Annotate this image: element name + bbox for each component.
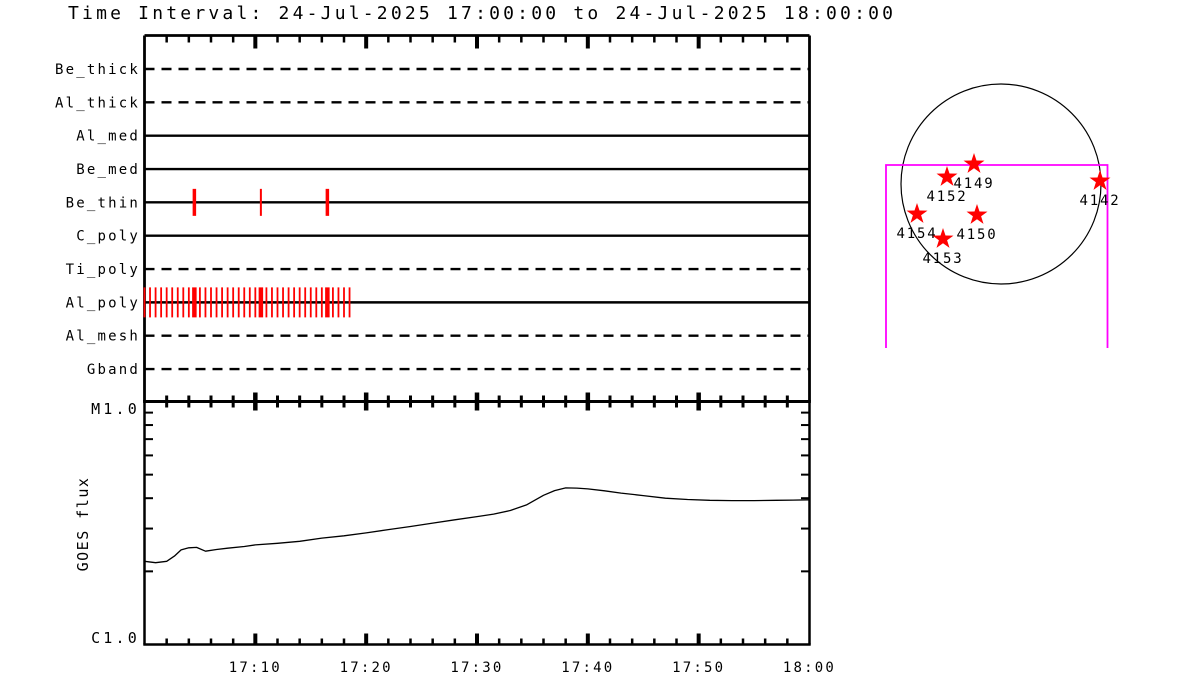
active-region-star-4142 [1089, 170, 1111, 190]
active-region-label-4149: 4149 [954, 176, 995, 192]
filter-row-label-C_poly: C_poly [76, 229, 140, 245]
active-region-star-4154 [906, 203, 928, 223]
filter-row-label-Al_mesh: Al_mesh [66, 329, 140, 345]
x-tick-label-1710: 17:10 [229, 660, 282, 676]
filter-row-label-Be_thick: Be_thick [55, 62, 140, 78]
active-region-label-4152: 4152 [927, 189, 968, 205]
goes-y-bottom-label: C1.0 [91, 629, 140, 647]
filter-row-label-Be_thin: Be_thin [66, 195, 140, 211]
x-tick-label-1750: 17:50 [672, 660, 725, 676]
active-region-star-4149 [963, 153, 985, 173]
x-tick-label-1740: 17:40 [561, 660, 614, 676]
filter-row-label-Ti_poly: Ti_poly [66, 262, 140, 278]
active-region-label-4150: 4150 [957, 227, 998, 243]
filter-row-label-Be_med: Be_med [76, 162, 140, 178]
active-region-label-4142: 4142 [1080, 193, 1121, 209]
x-tick-label-1800: 18:00 [783, 660, 836, 676]
filter-row-label-Al_thick: Al_thick [55, 95, 140, 111]
xrt-fov-box [885, 164, 1109, 348]
goes-y-top-label: M1.0 [91, 400, 140, 418]
active-region-star-4150 [966, 204, 988, 224]
filter-row-label-Al_med: Al_med [76, 129, 140, 145]
active-region-label-4153: 4153 [923, 251, 964, 267]
goes-flux-curve [144, 487, 810, 564]
active-region-star-4153 [932, 228, 954, 248]
filter-row-label-Al_poly: Al_poly [66, 295, 140, 311]
x-tick-label-1720: 17:20 [340, 660, 393, 676]
active-region-star-4152 [936, 166, 958, 186]
plot-title: Time Interval: 24-Jul-2025 17:00:00 to 2… [68, 3, 897, 24]
x-tick-label-1730: 17:30 [450, 660, 503, 676]
active-region-label-4154: 4154 [897, 226, 938, 242]
filter-row-label-Gband: Gband [87, 362, 140, 378]
goes-ylabel: GOES flux [74, 477, 92, 572]
